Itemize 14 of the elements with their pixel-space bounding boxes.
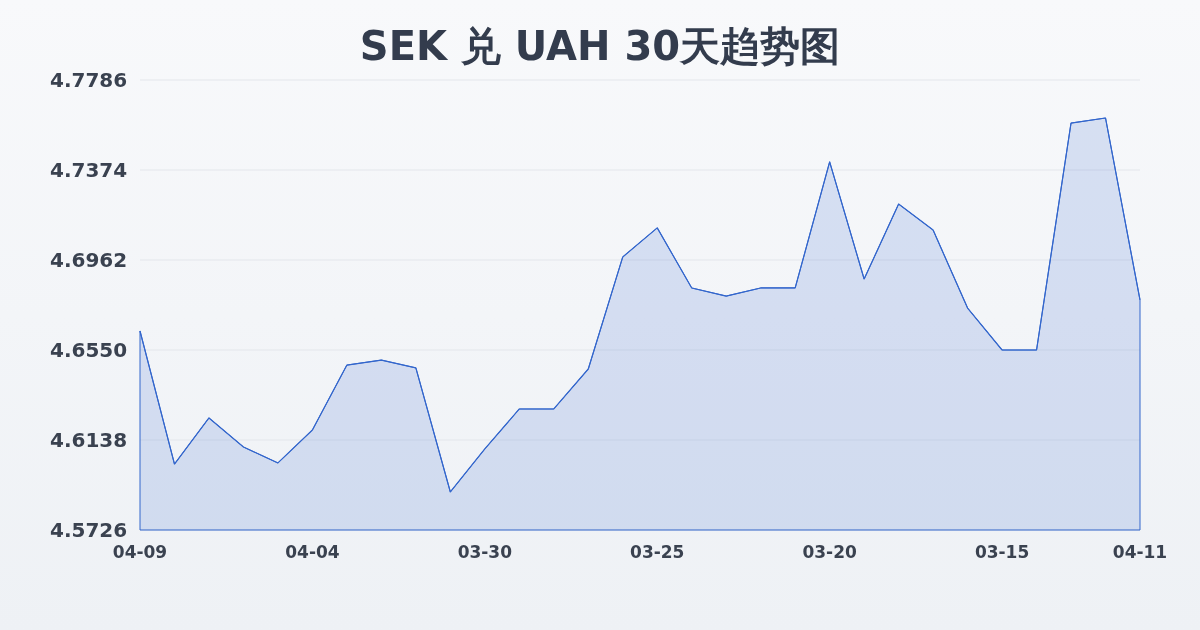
xtick: 04-09 — [112, 542, 168, 562]
xtick: 03-25 — [630, 542, 685, 562]
xtick: 03-30 — [457, 542, 512, 562]
xtick: 03-20 — [802, 542, 857, 562]
title: SEK 兑 UAH 30天趋势图 — [359, 23, 841, 69]
xtick: 04-04 — [285, 542, 340, 562]
ytick: 4.6962 — [50, 248, 128, 272]
ytick: 4.7786 — [50, 68, 128, 92]
ytick: 4.5726 — [50, 518, 128, 542]
ytick: 4.6550 — [50, 338, 128, 362]
ytick: 4.7374 — [50, 158, 128, 182]
ytick: 4.6138 — [50, 428, 128, 452]
xtick: 03-15 — [974, 542, 1030, 562]
xtick: 04-11 — [1112, 542, 1168, 562]
